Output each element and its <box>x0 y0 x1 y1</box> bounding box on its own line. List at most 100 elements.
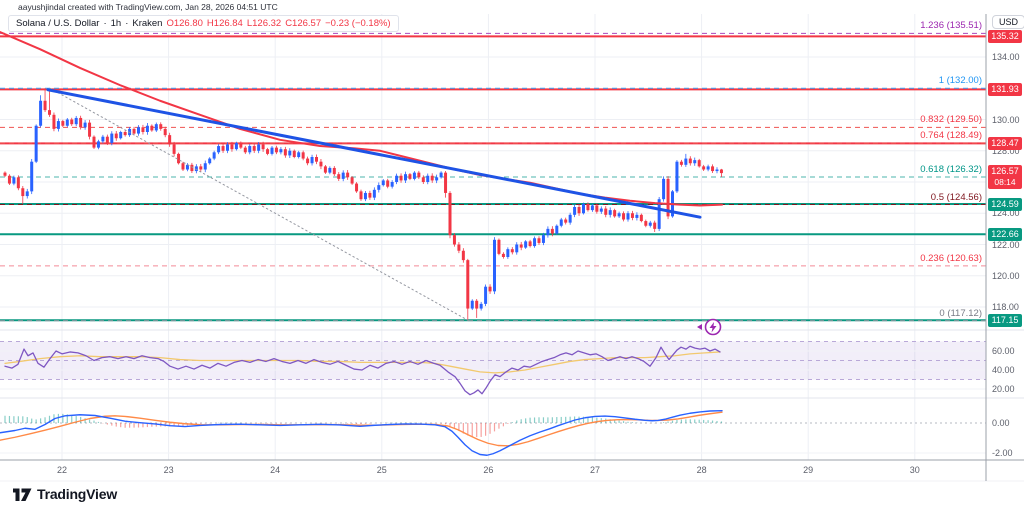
flash-indicator-icon[interactable] <box>694 316 726 338</box>
candle-body <box>234 142 238 150</box>
candle-body <box>74 117 78 125</box>
macd-tick-label: 0.00 <box>992 418 1010 428</box>
price-level-badge: 122.66 <box>988 227 1022 241</box>
low-value: L126.32 <box>246 18 282 29</box>
high-value: H126.84 <box>206 18 243 29</box>
candle-body <box>444 172 448 193</box>
candle-body <box>368 192 372 198</box>
candle-body <box>208 158 212 164</box>
candle-body <box>604 208 608 215</box>
currency-selector-button[interactable]: USD <box>992 15 1024 29</box>
candle-body <box>395 175 399 182</box>
candle-body <box>346 172 350 178</box>
price-level-badge: 135.32 <box>988 29 1022 43</box>
tradingview-logo-text: TradingView <box>37 486 118 502</box>
symbol-legend[interactable]: Solana / U.S. Dollar · 1h · Kraken O126.… <box>8 15 399 32</box>
candle-body <box>150 125 154 131</box>
candle-body <box>421 177 425 182</box>
candle-body <box>506 249 510 257</box>
candle-body <box>350 177 354 184</box>
candle-body <box>16 177 20 189</box>
blue-trendline <box>46 88 702 219</box>
attribution-text: aayushjindal created with TradingView.co… <box>18 2 278 12</box>
price-level-badge: 124.59 <box>988 197 1022 211</box>
time-axis-label: 24 <box>270 465 281 475</box>
candle-body <box>199 166 203 170</box>
candle-body <box>355 183 359 192</box>
candle-body <box>599 208 603 212</box>
candle-body <box>172 144 176 154</box>
candle-body <box>622 213 626 220</box>
candle-body <box>21 188 25 197</box>
time-axis-label: 30 <box>909 465 920 475</box>
candle-body <box>301 152 305 159</box>
candle-body <box>510 249 514 253</box>
candle-body <box>515 244 519 253</box>
candle-body <box>168 135 172 145</box>
rsi-line <box>4 345 721 396</box>
change-value: −0.23 (−0.18%) <box>325 18 391 29</box>
fib-level-label: 1.236 (135.51) <box>920 20 982 32</box>
price-tick-label: 120.00 <box>992 270 1020 281</box>
tradingview-logo[interactable]: TradingView <box>13 486 117 502</box>
candle-body <box>217 146 221 153</box>
open-value: O126.80 <box>166 18 203 29</box>
rsi-tick-label: 60.00 <box>992 346 1015 356</box>
rsi-tick-label: 20.00 <box>992 384 1015 394</box>
candle-body <box>261 144 265 150</box>
macd-signal-line <box>0 411 723 447</box>
candle-body <box>608 210 612 215</box>
candle-body <box>617 213 621 217</box>
candle-body <box>132 128 136 134</box>
candle-body <box>96 141 100 148</box>
candle-body <box>306 158 310 164</box>
candle-body <box>412 172 416 179</box>
red-ma-line <box>0 31 723 207</box>
candle-body <box>292 150 296 157</box>
candle-body <box>452 235 456 245</box>
time-axis-label: 27 <box>589 465 600 475</box>
candle-body <box>559 219 563 226</box>
candle-body <box>243 147 247 153</box>
candle-body <box>711 166 715 172</box>
candle-body <box>83 122 87 128</box>
candle-body <box>141 127 145 132</box>
candle-body <box>435 177 439 181</box>
candle-body <box>283 149 287 156</box>
candle-body <box>43 100 47 111</box>
time-axis-label: 26 <box>483 465 494 475</box>
candle-body <box>568 214 572 223</box>
price-tick-label: 130.00 <box>992 114 1020 125</box>
current-price-badge: 126.57 08:14 <box>988 165 1022 190</box>
candle-body <box>564 219 568 223</box>
candle-body <box>519 244 523 248</box>
candle-body <box>555 225 559 234</box>
candle-body <box>252 146 256 151</box>
candle-body <box>697 160 701 167</box>
candle-body <box>488 286 492 292</box>
candle-body <box>408 174 412 179</box>
candle-body <box>52 114 56 129</box>
candle-body <box>426 175 430 182</box>
candle-body <box>635 214 639 218</box>
candle-body <box>3 172 7 176</box>
symbol-name: Solana / U.S. Dollar <box>16 18 100 29</box>
price-level-badge: 117.15 <box>988 313 1022 327</box>
exchange-label: Kraken <box>132 18 163 29</box>
candle-body <box>448 192 452 236</box>
candle-body <box>715 169 719 172</box>
time-axis-label: 28 <box>696 465 707 475</box>
candle-body <box>359 191 363 200</box>
candle-body <box>288 150 292 156</box>
candle-body <box>79 117 83 128</box>
candle-body <box>61 121 65 126</box>
candle-body <box>439 172 443 178</box>
fib-level-label: 0.5 (124.56) <box>930 191 982 203</box>
candle-body <box>257 144 261 151</box>
candle-body <box>266 149 270 154</box>
candle-body <box>328 167 332 173</box>
candle-body <box>159 124 163 129</box>
candle-body <box>470 300 474 309</box>
